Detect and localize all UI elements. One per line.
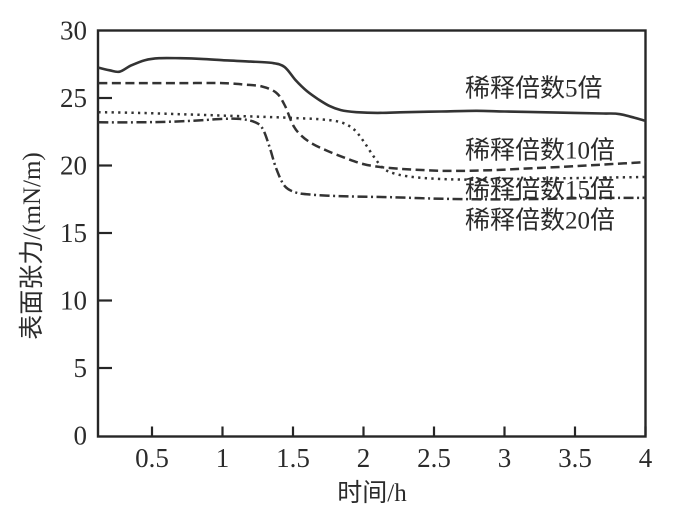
x-tick-label: 0.5 xyxy=(135,443,169,473)
y-tick-label: 25 xyxy=(60,83,87,113)
x-axis-title: 时间/h xyxy=(337,479,407,507)
x-axis-tick-labels: 0.5 1 1.5 2 2.5 3 3.5 4 xyxy=(135,443,653,473)
series-line-1 xyxy=(98,56,646,123)
series-curves xyxy=(98,56,646,201)
y-tick-label: 30 xyxy=(60,16,87,46)
x-tick-label: 3 xyxy=(498,443,512,473)
y-tick-label: 0 xyxy=(74,421,88,451)
series-label-4: 稀释倍数20倍 xyxy=(465,207,615,235)
x-tick-label: 1 xyxy=(216,443,230,473)
x-tick-label: 4 xyxy=(639,443,653,473)
y-tick-label: 10 xyxy=(60,286,87,316)
series-label-3: 稀释倍数15倍 xyxy=(465,175,615,203)
plot-border xyxy=(96,29,647,438)
y-axis-ticks xyxy=(99,96,112,370)
y-tick-label: 5 xyxy=(74,353,88,383)
x-tick-label: 3.5 xyxy=(558,443,592,473)
series-line-2 xyxy=(98,81,646,173)
y-axis-title: 表面张力/(mN/m) xyxy=(18,152,46,340)
x-tick-label: 1.5 xyxy=(276,443,310,473)
y-tick-label: 20 xyxy=(60,151,87,181)
series-label-2: 稀释倍数10倍 xyxy=(465,136,615,164)
x-axis-ticks xyxy=(150,426,647,436)
y-axis-tick-labels: 0 5 10 15 20 25 30 xyxy=(60,16,87,451)
x-tick-label: 2.5 xyxy=(417,443,451,473)
series-label-1: 稀释倍数5倍 xyxy=(465,74,603,102)
y-tick-label: 15 xyxy=(60,218,87,248)
x-tick-label: 2 xyxy=(357,443,371,473)
series-line-4 xyxy=(98,117,646,201)
